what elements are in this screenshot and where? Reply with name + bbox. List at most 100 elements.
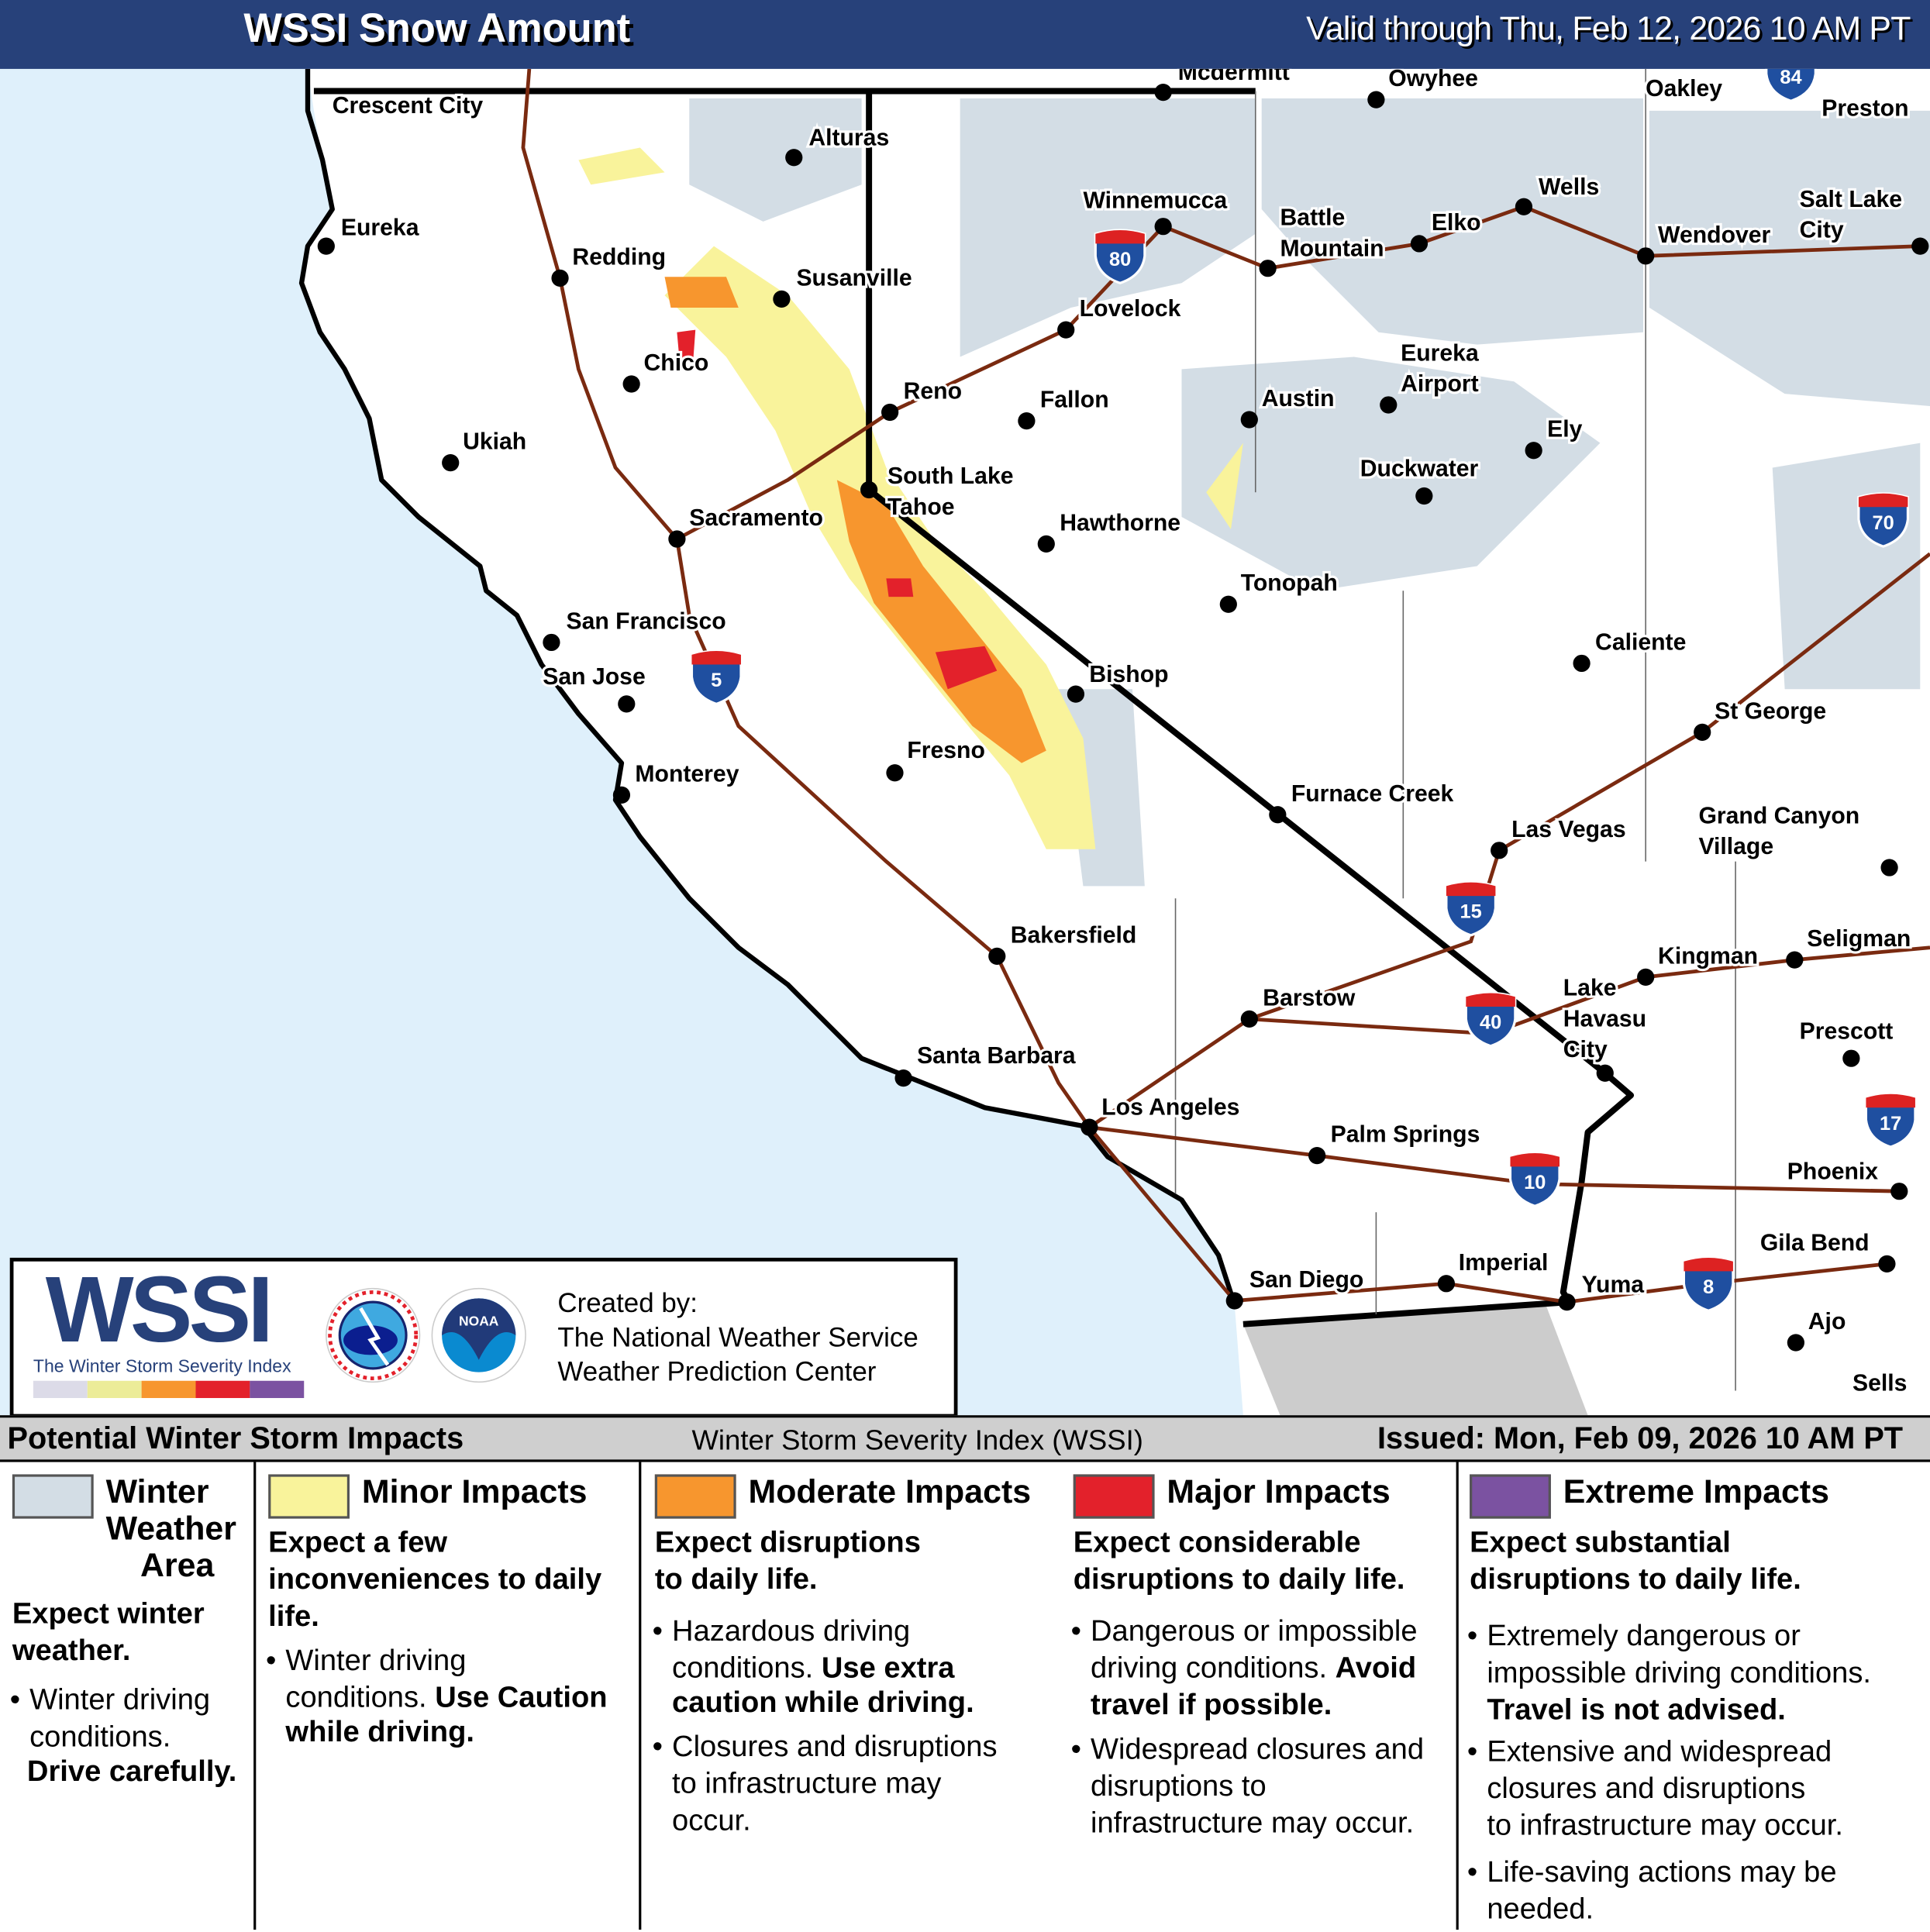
city-dot	[1596, 1064, 1614, 1082]
city-dot	[1694, 723, 1711, 741]
city-label: Kingman	[1658, 943, 1758, 969]
city-label: Alturas	[808, 125, 889, 150]
legend-text: travel if possible.	[1090, 1688, 1332, 1722]
city-label: Battle Mountain	[1280, 205, 1384, 262]
city-label: Monterey	[635, 761, 739, 787]
city-dot	[1240, 411, 1258, 429]
interstate-number: 80	[1109, 249, 1131, 270]
interstate-number: 70	[1873, 512, 1894, 534]
city-label: Austin	[1262, 386, 1335, 412]
interstate-shield-10: 10	[1508, 1152, 1561, 1207]
city-dot	[1410, 235, 1429, 253]
map[interactable]: 80 5 70 15 40 17 10 8 84 Crescent City Alturas Eur…	[0, 68, 1930, 1416]
city-dot	[1308, 1147, 1326, 1165]
city-label: Mcdermitt	[1178, 69, 1290, 85]
city-label: Elko	[1432, 210, 1481, 236]
legend-text: Dangerous or impossible	[1071, 1614, 1418, 1648]
city-dot	[1437, 1275, 1456, 1293]
legend-text: Extremely dangerous or	[1467, 1620, 1801, 1654]
interstate-shield-5: 5	[690, 649, 743, 706]
city-label: Yuma	[1582, 1272, 1645, 1297]
interstate-shields: 80 5 70 15 40 17 10 8 84	[690, 68, 1917, 1312]
city-label: Barstow	[1263, 985, 1356, 1011]
swatch-minor	[268, 1474, 350, 1519]
credit-wpc: Weather Prediction Center	[557, 1355, 877, 1387]
legend-minor: Minor Impacts Expect a few inconvenience…	[256, 1462, 637, 1930]
legend-sub: Expect substantial	[1470, 1526, 1731, 1560]
header-bar: WSSI Snow Amount Valid through Thu, Feb …	[0, 0, 1930, 69]
city-dot	[1558, 1293, 1576, 1311]
legend-sub: disruptions to daily life.	[1470, 1562, 1801, 1596]
interstate-number: 10	[1524, 1172, 1546, 1193]
legend-text: Winter driving	[10, 1683, 210, 1717]
legend-sub: inconveniences to daily	[268, 1562, 602, 1596]
city-label: Fallon	[1040, 387, 1109, 413]
city-label: Reno	[904, 379, 962, 405]
city-label: Bakersfield	[1011, 922, 1137, 948]
legend-text: conditions.	[29, 1720, 171, 1754]
city-label: Tonopah	[1241, 570, 1338, 596]
interstate-number: 17	[1880, 1113, 1901, 1135]
mexico	[1242, 1302, 1588, 1416]
legend-text: to infrastructure may	[672, 1767, 942, 1801]
legend-sub: Expect considerable	[1073, 1526, 1361, 1560]
city-dot	[317, 237, 335, 255]
wssi-tagline: The Winter Storm Severity Index	[33, 1357, 291, 1377]
city-dot	[1515, 198, 1533, 215]
legend-extreme: Extreme Impacts Expect substantial disru…	[1460, 1462, 1927, 1930]
winter-weather-areas	[689, 98, 1930, 887]
city-label: Susanville	[796, 265, 912, 291]
city-dot	[612, 786, 631, 804]
city-label: Preston	[1821, 95, 1908, 121]
city-label: Redding	[572, 244, 666, 270]
legend-text: conditions.	[672, 1651, 814, 1685]
legend-text: while driving.	[285, 1715, 474, 1749]
legend-sub: Expect disruptions	[654, 1526, 921, 1560]
city-dot	[773, 290, 791, 308]
city-dot	[1080, 1118, 1098, 1136]
city-label: Gila Bend	[1760, 1230, 1870, 1255]
city-dot	[1057, 321, 1075, 339]
city-label: Sells	[1852, 1370, 1907, 1396]
city-dot	[1219, 595, 1237, 613]
legend-text: infrastructure may occur.	[1090, 1806, 1415, 1841]
credits: Created by: The National Weather Service…	[557, 1286, 918, 1389]
city-label: Oakley	[1646, 76, 1722, 102]
nws-logo	[326, 1287, 421, 1383]
city-dot	[1787, 1334, 1805, 1352]
city-dot	[1880, 859, 1898, 876]
city-label: Ajo	[1808, 1309, 1846, 1334]
city-label: Ukiah	[463, 429, 526, 455]
city-dot	[1842, 1049, 1860, 1067]
issued-time: Issued: Mon, Feb 09, 2026 10 AM PT	[1377, 1421, 1904, 1456]
legend-text: Use extra	[821, 1651, 955, 1685]
moderate-impact-areas	[664, 277, 1046, 763]
city-label: Furnace Creek	[1291, 781, 1454, 807]
interstate-shield-40: 40	[1464, 991, 1517, 1048]
legend-sub: weather.	[12, 1634, 131, 1668]
legend-title-winter: Winter	[105, 1472, 209, 1510]
legend-text: disruptions to	[1090, 1769, 1267, 1803]
legend-text: closures and disruptions	[1487, 1772, 1806, 1806]
city-label: Grand Canyon Village	[1698, 803, 1859, 859]
city-dot	[1878, 1255, 1896, 1273]
city-dot	[668, 530, 686, 548]
city-label: Duckwater	[1360, 456, 1479, 482]
city-label: Palm Springs	[1331, 1122, 1480, 1148]
divider	[1456, 1462, 1459, 1930]
interstate-shield-70: 70	[1857, 492, 1910, 548]
city-label: Los Angeles	[1101, 1095, 1239, 1121]
interstate-shield-84: 84	[1765, 68, 1817, 102]
legend-title-winter: Weather	[105, 1510, 236, 1548]
city-label: Sacramento	[689, 505, 823, 531]
noaa-logo: NOAA	[431, 1287, 526, 1383]
city-label: Caliente	[1595, 629, 1686, 655]
city-dot	[1525, 442, 1542, 460]
city-dot	[618, 695, 636, 713]
city-label: Las Vegas	[1511, 817, 1626, 842]
city-dot	[1415, 487, 1433, 505]
legend-index-name: Winter Storm Severity Index (WSSI)	[691, 1424, 1143, 1456]
legend-text: Hazardous driving	[653, 1614, 911, 1648]
city-dot	[1637, 247, 1655, 265]
